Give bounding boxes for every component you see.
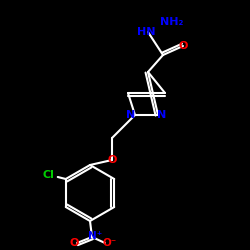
Text: Cl: Cl [43, 170, 55, 180]
Text: O: O [69, 238, 79, 248]
Text: N: N [158, 110, 166, 120]
Text: O⁻: O⁻ [103, 238, 117, 248]
Text: O: O [107, 155, 117, 165]
Text: HN: HN [137, 27, 155, 37]
Text: O: O [178, 41, 188, 51]
Text: N: N [126, 110, 136, 120]
Text: NH₂: NH₂ [160, 17, 184, 27]
Text: N⁺: N⁺ [88, 231, 102, 241]
